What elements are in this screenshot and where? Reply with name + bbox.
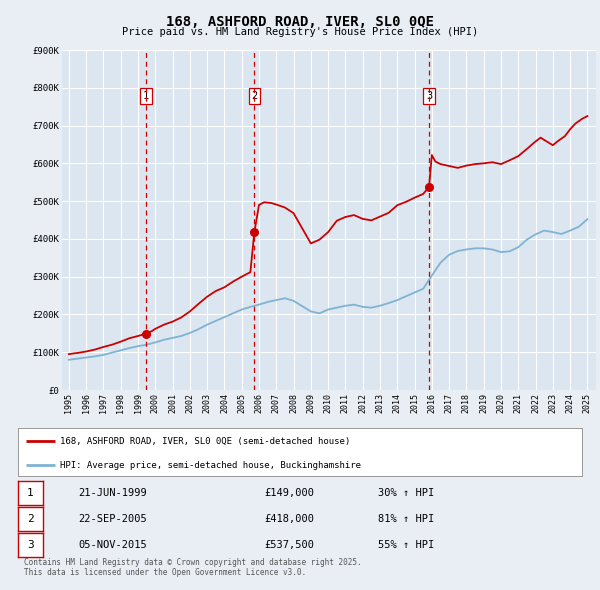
- Text: £149,000: £149,000: [264, 488, 314, 498]
- Text: 2: 2: [251, 91, 257, 101]
- Text: 30% ↑ HPI: 30% ↑ HPI: [378, 488, 434, 498]
- Text: 1: 1: [27, 488, 34, 498]
- Text: HPI: Average price, semi-detached house, Buckinghamshire: HPI: Average price, semi-detached house,…: [60, 461, 361, 470]
- Text: 1: 1: [143, 91, 149, 101]
- Text: Price paid vs. HM Land Registry's House Price Index (HPI): Price paid vs. HM Land Registry's House …: [122, 27, 478, 37]
- Text: 168, ASHFORD ROAD, IVER, SL0 0QE: 168, ASHFORD ROAD, IVER, SL0 0QE: [166, 15, 434, 29]
- Text: 168, ASHFORD ROAD, IVER, SL0 0QE (semi-detached house): 168, ASHFORD ROAD, IVER, SL0 0QE (semi-d…: [60, 437, 350, 445]
- Text: 22-SEP-2005: 22-SEP-2005: [78, 514, 147, 524]
- Text: 3: 3: [27, 540, 34, 550]
- Text: 05-NOV-2015: 05-NOV-2015: [78, 540, 147, 550]
- Text: 2: 2: [27, 514, 34, 524]
- Text: 81% ↑ HPI: 81% ↑ HPI: [378, 514, 434, 524]
- Text: 55% ↑ HPI: 55% ↑ HPI: [378, 540, 434, 550]
- Text: Contains HM Land Registry data © Crown copyright and database right 2025.
This d: Contains HM Land Registry data © Crown c…: [24, 558, 362, 577]
- Text: £418,000: £418,000: [264, 514, 314, 524]
- Text: £537,500: £537,500: [264, 540, 314, 550]
- Text: 21-JUN-1999: 21-JUN-1999: [78, 488, 147, 498]
- Text: 3: 3: [426, 91, 432, 101]
